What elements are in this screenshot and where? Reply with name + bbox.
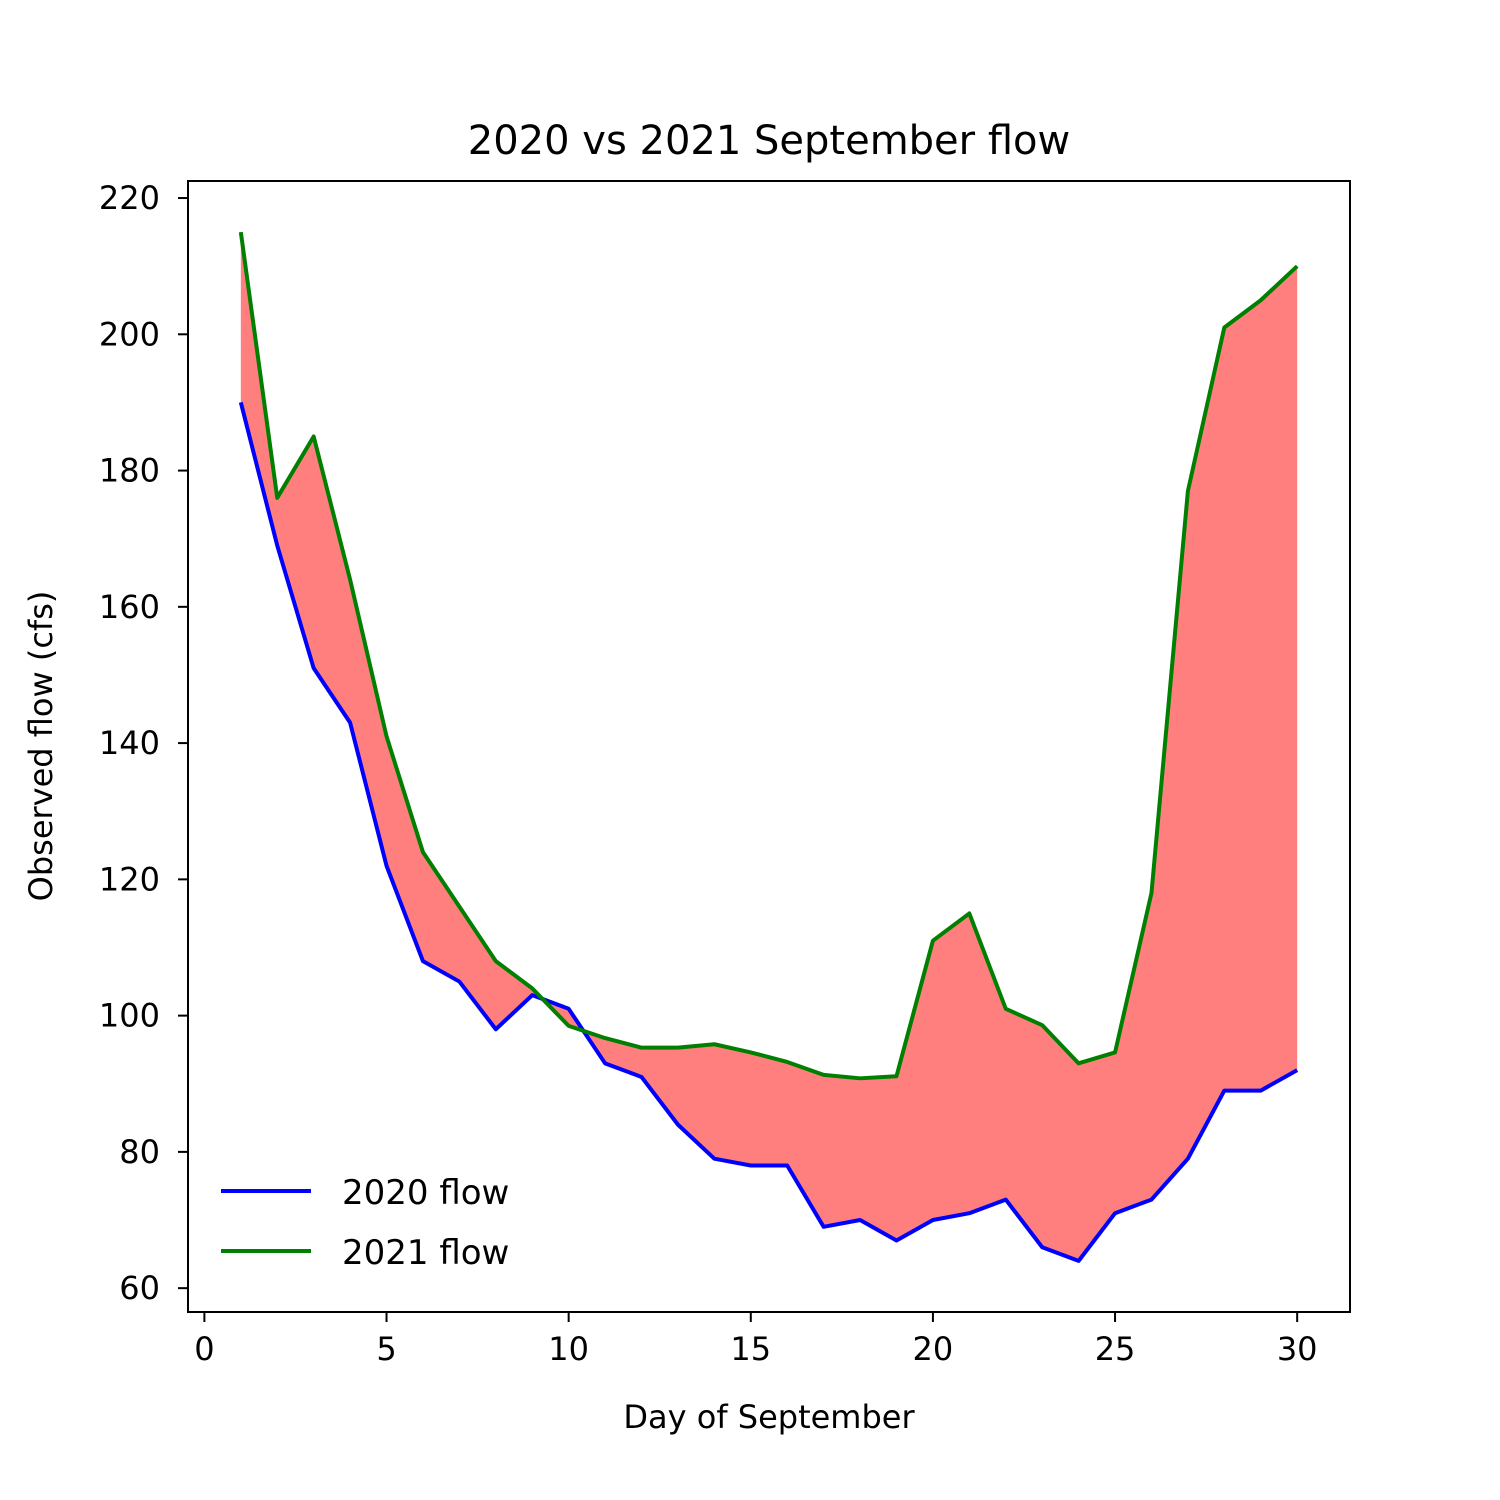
y-tick-label: 140 bbox=[99, 724, 160, 762]
plot-area bbox=[187, 180, 1351, 1313]
x-tick-label: 30 bbox=[1277, 1330, 1318, 1368]
chart-title: 2020 vs 2021 September flow bbox=[468, 118, 1070, 164]
y-tick-label: 160 bbox=[99, 588, 160, 626]
legend: 2020 flow 2021 flow bbox=[221, 1173, 509, 1273]
legend-label-2021: 2021 flow bbox=[342, 1233, 509, 1273]
y-tick-label: 180 bbox=[99, 452, 160, 490]
plot-frame bbox=[187, 180, 1351, 1313]
y-axis-label: Observed flow (cfs) bbox=[22, 591, 60, 902]
y-tick-label: 200 bbox=[99, 315, 160, 353]
y-tick-label: 100 bbox=[99, 997, 160, 1035]
series-line-2020 bbox=[238, 401, 1299, 1263]
y-tick-label: 80 bbox=[119, 1133, 160, 1171]
x-tick-label: 10 bbox=[548, 1330, 589, 1368]
series-line-2021 bbox=[238, 231, 1299, 1081]
difference-fill-area bbox=[240, 232, 1298, 1261]
x-tick-label: 20 bbox=[913, 1330, 954, 1368]
x-tick-label: 0 bbox=[194, 1330, 214, 1368]
y-axis: 60 80 100 120 140 160 180 200 220 bbox=[99, 179, 188, 1307]
y-tick-label: 120 bbox=[99, 860, 160, 898]
legend-label-2020: 2020 flow bbox=[342, 1173, 509, 1213]
x-axis: 0 5 10 15 20 25 30 bbox=[194, 1312, 1318, 1368]
x-tick-label: 5 bbox=[376, 1330, 396, 1368]
x-tick-label: 15 bbox=[730, 1330, 771, 1368]
x-axis-label: Day of September bbox=[623, 1398, 915, 1436]
x-tick-label: 25 bbox=[1095, 1330, 1136, 1368]
y-tick-label: 220 bbox=[99, 179, 160, 217]
y-tick-label: 60 bbox=[119, 1269, 160, 1307]
